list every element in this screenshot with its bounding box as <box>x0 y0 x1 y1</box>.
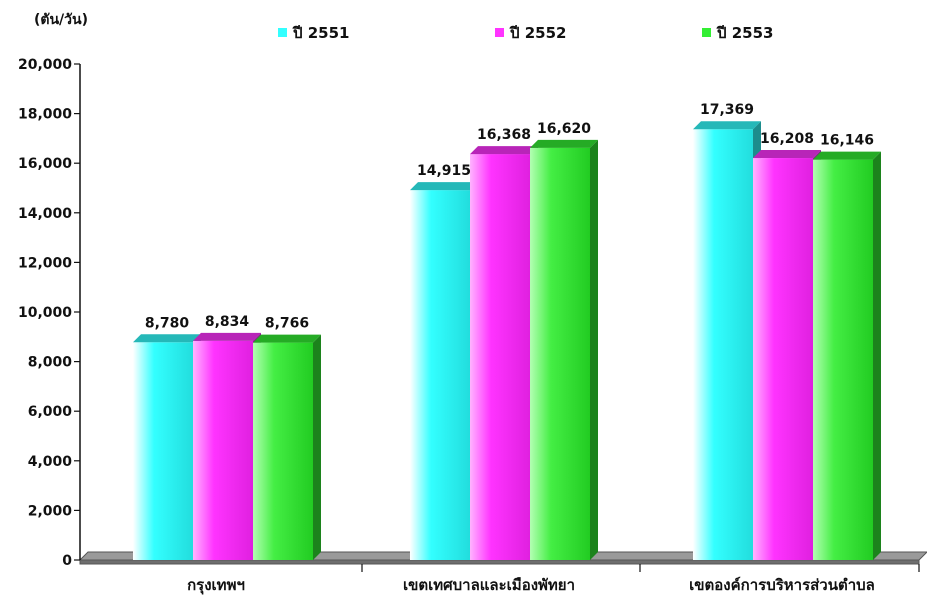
legend-item-2553: ปี 2553 <box>702 24 774 42</box>
data-label: 16,368 <box>477 127 531 143</box>
legend-item-2552: ปี 2552 <box>495 24 567 42</box>
bar <box>410 182 478 560</box>
bar-side <box>313 334 321 560</box>
legend-swatch-2552 <box>495 28 504 37</box>
data-labels: 8,780 8,834 8,766 14,915 16,368 16,620 17,369 1… <box>145 102 874 331</box>
bar-front <box>133 342 193 560</box>
bar-front <box>753 158 813 560</box>
data-label: 8,780 <box>145 315 190 331</box>
y-axis: 0 2,000 4,000 6,000 8,000 10,000 12,000 14,000 1… <box>18 57 81 569</box>
category-label-municipal: เขตเทศบาลและเมืองพัทยา <box>403 576 575 594</box>
category-label-bangkok: กรุงเทพฯ <box>187 576 245 595</box>
legend-item-2551: ปี 2551 <box>278 24 350 42</box>
legend-swatch-2551 <box>278 28 287 37</box>
bar-front <box>530 147 590 560</box>
y-tick-label: 14,000 <box>18 206 72 222</box>
y-tick-label: 6,000 <box>28 404 73 420</box>
data-label: 14,915 <box>417 163 471 179</box>
y-tick-label: 8,000 <box>28 355 73 371</box>
y-tick-label: 4,000 <box>28 454 73 470</box>
bar-side <box>873 151 881 560</box>
bar-top <box>753 150 821 159</box>
y-tick-label: 16,000 <box>18 156 72 172</box>
bar-front <box>410 190 470 560</box>
bar-top <box>693 121 761 130</box>
bar-top <box>193 332 261 341</box>
bar <box>753 150 821 560</box>
bar <box>133 334 201 560</box>
bar-top <box>470 146 538 155</box>
y-tick-label: 20,000 <box>18 57 72 73</box>
bar-top <box>813 151 881 160</box>
legend-swatch-2553 <box>702 28 711 37</box>
bars <box>133 121 881 561</box>
y-tick-label: 10,000 <box>18 305 72 321</box>
y-tick-label: 2,000 <box>28 503 73 519</box>
bar <box>193 332 261 560</box>
bar-front <box>193 340 253 560</box>
legend-label-2553: ปี 2553 <box>716 24 773 42</box>
data-label: 16,620 <box>537 121 591 137</box>
bar-front <box>813 159 873 560</box>
y-tick-label: 12,000 <box>18 255 72 271</box>
bar-top <box>530 139 598 148</box>
bar-top <box>253 334 321 343</box>
bar-front <box>470 154 530 560</box>
bar-front <box>253 342 313 560</box>
category-label-tao: เขตองค์การบริหารส่วนตำบล <box>689 576 875 594</box>
y-tick-label: 0 <box>62 553 72 569</box>
bar-top <box>410 182 478 191</box>
bar-side <box>590 139 598 560</box>
bar <box>530 139 598 560</box>
bar <box>693 121 761 561</box>
y-tick-label: 18,000 <box>18 107 72 123</box>
legend: ปี 2551 ปี 2552 ปี 2553 <box>278 24 774 42</box>
y-unit-label: (ตัน/วัน) <box>34 12 88 28</box>
data-label: 16,146 <box>820 133 874 149</box>
bar-top <box>133 334 201 343</box>
bar <box>253 334 321 560</box>
data-label: 8,766 <box>265 316 309 332</box>
data-label: 8,834 <box>205 314 250 330</box>
bar <box>813 151 881 560</box>
data-label: 17,369 <box>700 102 754 118</box>
bar-front <box>693 129 753 561</box>
data-label: 16,208 <box>760 131 814 147</box>
bar <box>470 146 538 560</box>
legend-label-2552: ปี 2552 <box>509 24 566 42</box>
floor-front <box>79 559 920 565</box>
legend-label-2551: ปี 2551 <box>292 24 349 42</box>
